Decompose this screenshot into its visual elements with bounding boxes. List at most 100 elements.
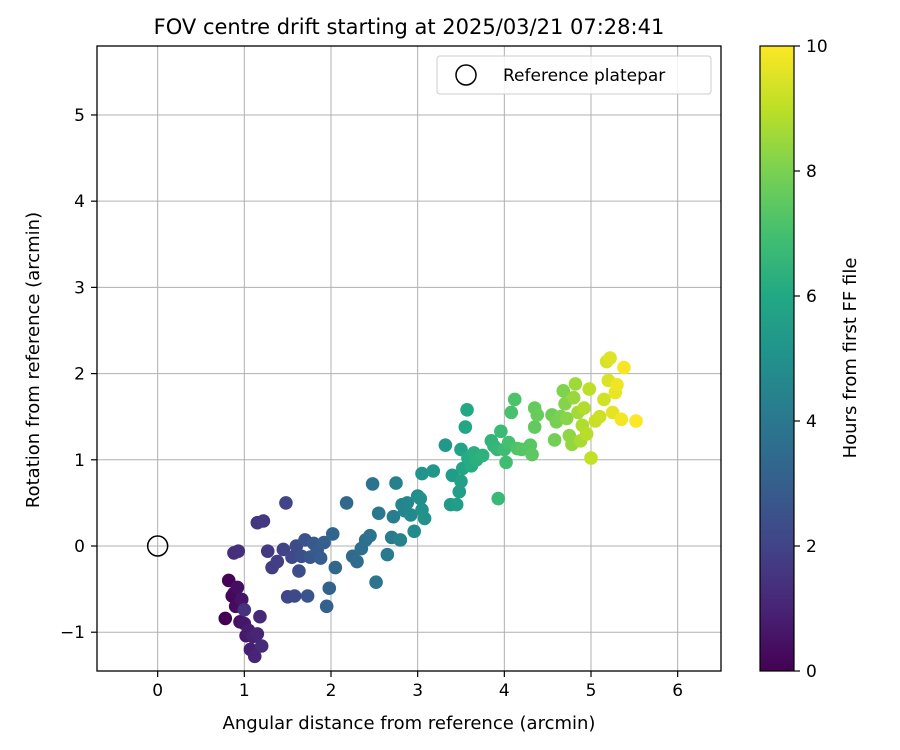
scatter-point: [325, 527, 340, 541]
x-tick-label: 2: [326, 681, 337, 701]
y-tick-label: 5: [74, 106, 85, 126]
scatter-point: [231, 544, 246, 558]
colorbar-tick-label: 6: [806, 287, 817, 307]
scatter-point: [460, 402, 474, 417]
scatter-point: [380, 547, 395, 562]
legend-label: Reference platepar: [503, 66, 665, 86]
colorbar: 0 2 4 6 8 10 Hours from first FF file: [759, 37, 861, 682]
scatter-point: [527, 420, 542, 434]
scatter-point: [499, 455, 513, 470]
scatter-points: [218, 351, 643, 664]
scatter-point: [292, 564, 306, 578]
scatter-point: [237, 602, 252, 617]
x-axis-label: Angular distance from reference (arcmin): [223, 713, 596, 734]
scatter-point: [617, 360, 631, 375]
plot-background: [97, 46, 721, 671]
scatter-point: [417, 511, 432, 526]
scatter-point: [322, 581, 337, 596]
scatter-point: [494, 424, 508, 439]
scatter-point: [270, 554, 285, 569]
x-tick-label: 4: [499, 681, 510, 701]
x-axis-ticks: 0 1 2 3 4 5 6: [152, 671, 683, 701]
colorbar-tick-label: 8: [806, 162, 817, 182]
scatter-point: [319, 599, 334, 614]
colorbar-gradient: [759, 45, 795, 672]
scatter-point: [559, 411, 574, 426]
scatter-point: [400, 496, 415, 510]
scatter-point: [328, 560, 343, 575]
colorbar-tick-label: 10: [806, 37, 828, 57]
scatter-point: [393, 533, 408, 547]
scatter-point: [614, 412, 629, 427]
scatter-point: [454, 474, 468, 489]
grid: [97, 46, 721, 671]
scatter-point: [582, 382, 597, 396]
x-tick-label: 5: [586, 681, 597, 701]
scatter-point: [230, 580, 245, 595]
legend: Reference platepar: [436, 55, 712, 95]
scatter-point: [426, 464, 441, 478]
scatter-point: [386, 509, 401, 524]
y-tick-label: 0: [74, 537, 85, 557]
scatter-point: [579, 427, 594, 441]
scatter-point: [597, 392, 611, 407]
scatter-point: [276, 542, 291, 557]
scatter-point: [407, 524, 422, 539]
scatter-point: [629, 414, 643, 428]
x-tick-label: 6: [672, 681, 683, 701]
scatter-point: [218, 611, 233, 626]
scatter-point: [603, 351, 617, 365]
y-tick-label: 1: [74, 451, 85, 471]
scatter-point: [287, 589, 302, 603]
scatter-point: [491, 491, 506, 506]
scatter-point: [530, 408, 545, 422]
scatter-point: [458, 420, 473, 434]
scatter-point: [250, 627, 265, 641]
scatter-point: [438, 438, 453, 452]
scatter-point: [556, 384, 571, 398]
scatter-point: [504, 405, 519, 420]
x-tick-label: 0: [152, 681, 163, 701]
scatter-point: [577, 401, 591, 415]
chart-title: FOV centre drift starting at 2025/03/21 …: [154, 15, 665, 39]
scatter-point: [610, 377, 624, 392]
scatter-point: [413, 491, 428, 506]
scatter-point: [313, 551, 328, 565]
scatter-point: [568, 377, 583, 391]
scatter-point: [415, 466, 429, 481]
reference-platepar-marker: [146, 535, 169, 557]
scatter-point: [339, 496, 354, 510]
scatter-point: [254, 639, 269, 653]
scatter-point: [369, 575, 383, 590]
y-tick-label: 4: [74, 192, 85, 212]
scatter-point: [547, 433, 562, 447]
scatter-point: [592, 409, 607, 424]
colorbar-tick-label: 0: [806, 662, 817, 682]
plot-frame: [96, 45, 722, 672]
colorbar-label: Hours from first FF file: [840, 258, 861, 459]
scatter-point: [350, 554, 364, 569]
scatter-point: [475, 448, 490, 463]
legend-box: [436, 55, 712, 95]
scatter-point: [449, 497, 464, 512]
scatter-point: [584, 451, 598, 465]
colorbar-tick-label: 4: [806, 412, 817, 432]
reference-marker-layer: [146, 535, 169, 557]
scatter-point: [300, 589, 315, 603]
y-tick-label: −1: [60, 623, 85, 643]
scatter-point: [253, 609, 267, 624]
x-tick-label: 1: [239, 681, 250, 701]
scatter-point: [256, 514, 271, 528]
scatter-point: [247, 649, 262, 664]
y-axis-ticks: −1 0 1 2 3 4 5: [60, 106, 97, 643]
scatter-point: [389, 476, 403, 490]
y-tick-label: 3: [74, 278, 85, 298]
scatter-point: [317, 535, 331, 550]
scatter-point: [403, 508, 418, 522]
scatter-point: [371, 506, 386, 521]
scatter-point: [363, 528, 377, 543]
scatter-point: [525, 447, 539, 462]
y-axis-label: Rotation from reference (arcmin): [23, 212, 44, 508]
colorbar-tick-label: 2: [806, 537, 817, 557]
